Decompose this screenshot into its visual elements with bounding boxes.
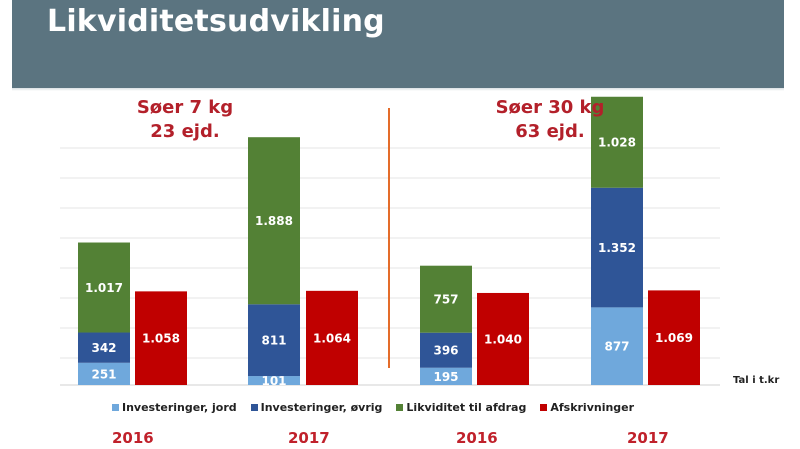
unit-note: Tal i t.kr bbox=[733, 375, 780, 386]
legend-swatch-jord bbox=[112, 404, 119, 411]
bar-label-investeringer-jord-g2-2016: 195 bbox=[433, 370, 458, 384]
legend-label-likviditet: Likviditet til afdrag bbox=[406, 401, 527, 414]
bar-label-investeringer-ovrig-g1-2016: 342 bbox=[91, 341, 116, 355]
legend-label-afskrivninger: Afskrivninger bbox=[550, 401, 635, 414]
year-label-group2-2017: 2017 bbox=[627, 429, 669, 447]
legend: Investeringer, jord Investeringer, øvrig… bbox=[112, 401, 634, 414]
group-heading-soer-30kg: Søer 30 kg 63 ejd. bbox=[480, 96, 620, 144]
bar-afskrivninger-g1-2017 bbox=[306, 290, 358, 385]
group-heading-line-1: Søer 30 kg bbox=[495, 97, 605, 118]
bar-label-investeringer-ovrig-g1-2017: 811 bbox=[261, 334, 286, 348]
legend-item-afskrivninger: Afskrivninger bbox=[540, 401, 634, 414]
group-heading-soer-7kg: Søer 7 kg 23 ejd. bbox=[120, 96, 250, 144]
bar-label-afskrivninger-g2-2016: 1.040 bbox=[484, 332, 522, 346]
bar-afskrivninger-g2-2017 bbox=[648, 290, 700, 385]
legend-swatch-likviditet bbox=[396, 404, 404, 411]
title-strip bbox=[12, 88, 784, 91]
legend-item-likviditet: Likviditet til afdrag bbox=[396, 401, 526, 414]
bar-label-afskrivninger-g2-2017: 1.069 bbox=[655, 331, 693, 345]
bar-label-investeringer-jord-g1-2017: 101 bbox=[261, 374, 286, 388]
bar-investeringer-ovrig-g2-2016 bbox=[420, 332, 472, 368]
legend-label-ovrig: Investeringer, øvrig bbox=[260, 401, 383, 414]
bar-likviditet-g2-2017 bbox=[591, 96, 643, 188]
bar-afskrivninger-g1-2016 bbox=[135, 291, 187, 385]
legend-swatch-afskrivninger bbox=[540, 404, 548, 411]
year-label-group2-2016: 2016 bbox=[456, 429, 498, 447]
bar-label-likviditet-g1-2017: 1.888 bbox=[255, 214, 293, 228]
bar-likviditet-g2-2016 bbox=[420, 265, 472, 333]
bar-label-likviditet-g2-2016: 757 bbox=[433, 293, 458, 307]
bar-label-afskrivninger-g1-2016: 1.058 bbox=[142, 332, 180, 346]
bar-investeringer-jord-g2-2017 bbox=[591, 307, 643, 385]
bar-label-investeringer-ovrig-g2-2016: 396 bbox=[433, 344, 458, 358]
year-label-group1-2017: 2017 bbox=[288, 429, 330, 447]
legend-swatch-ovrig bbox=[250, 404, 258, 411]
legend-item-ovrig: Investeringer, øvrig bbox=[250, 401, 383, 414]
bar-investeringer-ovrig-g2-2017 bbox=[591, 187, 643, 308]
bar-likviditet-g1-2016 bbox=[78, 242, 130, 333]
group-heading-line-2: 63 ejd. bbox=[515, 121, 585, 142]
bar-investeringer-jord-g1-2017 bbox=[248, 376, 300, 385]
bar-label-likviditet-g1-2016: 1.017 bbox=[85, 281, 123, 295]
group-heading-line-2: 23 ejd. bbox=[150, 121, 220, 142]
title-bar: Likviditetsudvikling bbox=[12, 0, 784, 88]
legend-item-jord: Investeringer, jord bbox=[112, 401, 237, 414]
bar-investeringer-ovrig-g1-2017 bbox=[248, 304, 300, 377]
bar-afskrivninger-g2-2016 bbox=[477, 292, 529, 385]
bar-label-investeringer-jord-g2-2017: 877 bbox=[604, 340, 629, 354]
year-label-group1-2016: 2016 bbox=[112, 429, 154, 447]
bar-investeringer-jord-g1-2016 bbox=[78, 362, 130, 385]
page-title: Likviditetsudvikling bbox=[47, 4, 385, 39]
legend-label-jord: Investeringer, jord bbox=[122, 401, 237, 414]
bar-investeringer-ovrig-g1-2016 bbox=[78, 332, 130, 363]
bar-label-afskrivninger-g1-2017: 1.064 bbox=[313, 331, 351, 345]
group-heading-line-1: Søer 7 kg bbox=[136, 97, 234, 118]
bar-investeringer-jord-g2-2016 bbox=[420, 367, 472, 385]
bar-label-likviditet-g2-2017: 1.028 bbox=[598, 136, 636, 150]
bar-label-investeringer-jord-g1-2016: 251 bbox=[91, 367, 116, 381]
bar-label-investeringer-ovrig-g2-2017: 1.352 bbox=[598, 241, 636, 255]
bar-likviditet-g1-2017 bbox=[248, 137, 300, 305]
